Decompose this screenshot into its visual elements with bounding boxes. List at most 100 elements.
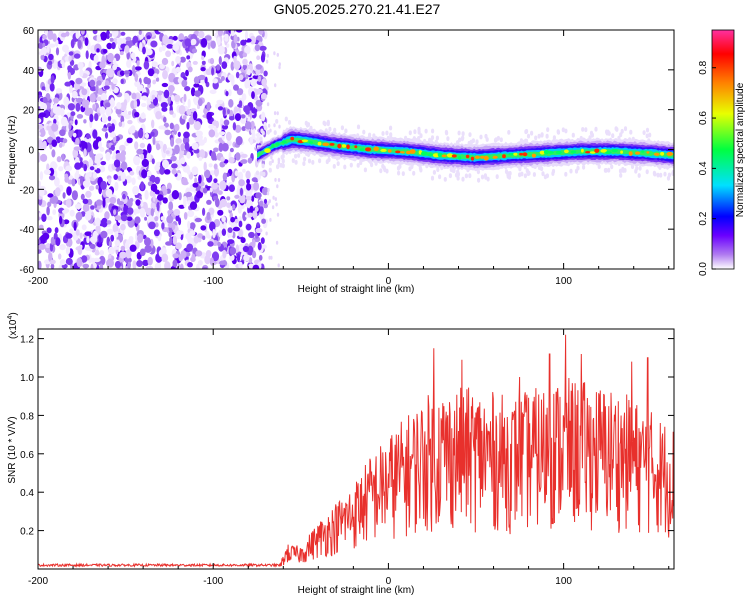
ridge-haze <box>408 130 412 136</box>
noise-speck <box>82 263 90 269</box>
noise-speck <box>254 206 259 212</box>
ridge-haze <box>581 126 585 132</box>
noise-speck <box>226 202 231 208</box>
ridge-haze <box>647 138 651 144</box>
ridge-haze <box>370 162 374 168</box>
noise-speck <box>141 95 148 101</box>
ridge-haze <box>340 125 344 131</box>
noise-speck <box>255 132 261 138</box>
noise-speck <box>42 34 47 40</box>
noise-speck <box>100 98 105 109</box>
noise-speck <box>53 118 57 125</box>
noise-speck <box>278 65 281 70</box>
noise-speck <box>55 88 63 94</box>
ridge-haze <box>571 132 575 138</box>
ridge-hotspot <box>555 150 562 155</box>
ridge-haze <box>362 129 366 135</box>
noise-speck <box>217 106 224 111</box>
noise-speck <box>199 149 206 159</box>
noise-speck <box>185 69 189 77</box>
noise-speck <box>75 102 81 112</box>
ridge-haze <box>276 164 280 170</box>
noise-speck <box>161 82 169 88</box>
noise-speck <box>217 209 224 216</box>
ridge-haze <box>534 135 538 141</box>
ridge-haze <box>545 173 550 179</box>
noise-speck <box>275 240 279 245</box>
ridge-haze <box>336 161 340 167</box>
noise-speck <box>241 126 247 132</box>
noise-speck <box>123 92 129 98</box>
noise-speck <box>65 246 71 255</box>
noise-speck <box>253 181 260 191</box>
noise-speck <box>251 239 256 249</box>
noise-speck <box>81 88 88 96</box>
noise-speck <box>267 188 270 192</box>
noise-speck <box>227 108 230 115</box>
noise-speck <box>181 180 189 186</box>
ridge-haze <box>368 132 372 138</box>
noise-speck <box>271 205 275 210</box>
noise-speck <box>85 50 89 60</box>
noise-speck <box>186 121 190 130</box>
noise-speck <box>60 107 65 117</box>
ridge-hotspot <box>522 152 528 157</box>
noise-speck <box>89 79 96 88</box>
noise-speck <box>99 106 106 115</box>
noise-speck <box>255 99 263 107</box>
noise-speck <box>268 255 271 260</box>
noise-speck <box>95 136 102 143</box>
ridge-haze <box>414 138 419 143</box>
noise-speck <box>50 236 55 245</box>
noise-speck <box>77 129 82 138</box>
noise-speck <box>171 168 177 175</box>
noise-speck <box>63 219 70 225</box>
noise-speck <box>278 62 281 67</box>
noise-speck <box>273 111 277 116</box>
spec-x-tick-label: -200 <box>28 276 48 287</box>
noise-speck <box>226 196 231 201</box>
noise-speck <box>147 256 153 266</box>
noise-speck <box>213 178 218 184</box>
ridge-hotspot <box>660 151 665 156</box>
spec-y-tick-label: -40 <box>20 225 35 236</box>
ridge-haze <box>667 172 672 178</box>
noise-speck <box>242 58 248 66</box>
noise-speck <box>247 212 254 218</box>
noise-speck <box>128 126 136 134</box>
noise-speck <box>113 174 118 180</box>
noise-speck <box>106 258 115 268</box>
noise-speck <box>263 198 268 204</box>
ridge-hotspot <box>666 151 674 156</box>
ridge-hotspot <box>492 155 498 159</box>
ridge-haze <box>533 164 537 170</box>
noise-speck <box>175 138 182 145</box>
noise-speck <box>76 257 83 268</box>
ridge-haze <box>389 136 393 142</box>
noise-speck <box>192 182 199 188</box>
noise-speck <box>190 87 196 97</box>
spec-y-tick-label: 0 <box>28 146 34 157</box>
noise-speck <box>150 208 154 217</box>
noise-speck <box>259 200 264 207</box>
ridge-haze <box>508 171 512 176</box>
noise-speck <box>174 144 180 155</box>
ridge-hotspot <box>611 148 618 153</box>
ridge-haze <box>430 175 435 181</box>
noise-speck <box>145 48 153 56</box>
ridge-haze <box>499 137 503 143</box>
noise-speck <box>249 35 256 45</box>
ridge-haze <box>432 170 436 175</box>
noise-speck <box>38 260 42 269</box>
noise-speck <box>108 240 112 247</box>
noise-speck <box>38 51 44 56</box>
spec-x-tick-label: 0 <box>386 276 392 287</box>
ridge-hotspot <box>446 153 453 158</box>
noise-speck <box>46 125 51 131</box>
noise-speck <box>115 152 123 162</box>
ridge-haze <box>466 167 470 173</box>
noise-speck <box>107 115 112 122</box>
ridge-haze <box>631 136 635 142</box>
ridge-haze <box>443 177 447 182</box>
noise-speck <box>172 259 178 268</box>
